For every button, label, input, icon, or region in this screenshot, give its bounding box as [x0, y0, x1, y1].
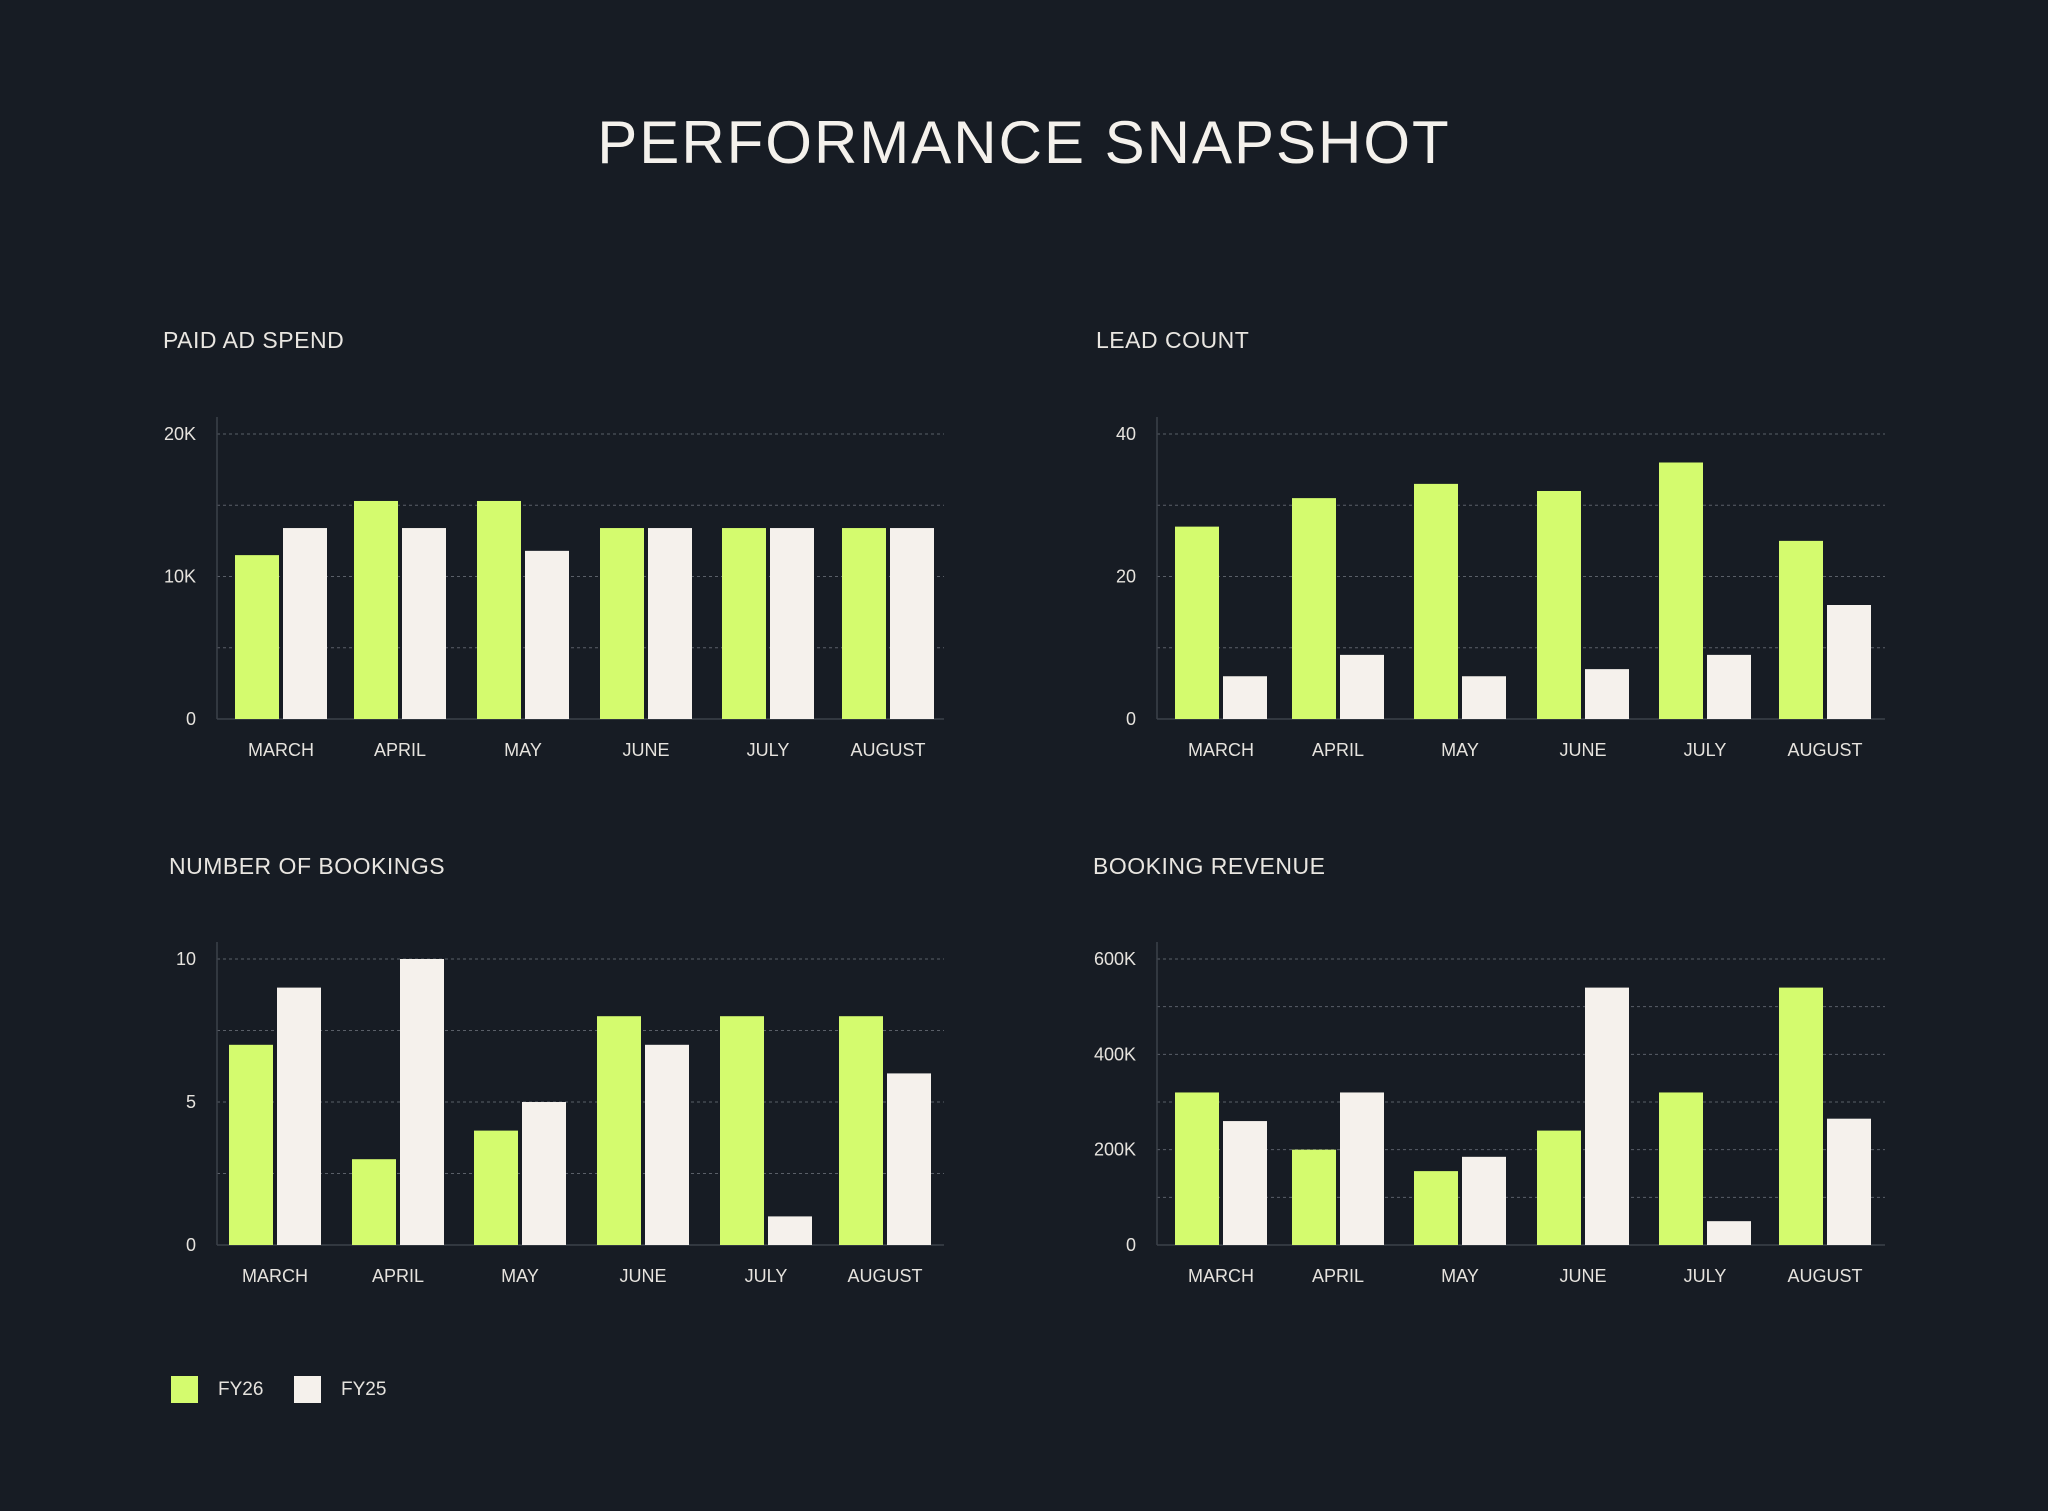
bar-fy25-may	[522, 1102, 566, 1245]
x-tick-label: APRIL	[374, 740, 426, 760]
chart-title-number-of-bookings: NUMBER OF BOOKINGS	[169, 853, 446, 879]
bar-fy26-june	[600, 528, 644, 719]
x-tick-label: MAY	[1441, 1266, 1479, 1286]
bar-fy25-may	[525, 550, 569, 719]
x-tick-label: JULY	[1684, 1266, 1727, 1286]
y-tick-label: 600K	[1094, 949, 1136, 969]
x-tick-label: AUGUST	[1787, 740, 1862, 760]
bar-fy25-march	[1223, 676, 1267, 719]
bar-fy26-july	[720, 1016, 764, 1245]
bar-fy26-july	[1659, 462, 1703, 719]
y-tick-label: 0	[1126, 709, 1136, 729]
bar-fy26-august	[842, 528, 886, 719]
chart-title-lead-count: LEAD COUNT	[1096, 327, 1250, 353]
y-tick-label: 10K	[164, 567, 196, 587]
bar-fy26-march	[235, 555, 279, 719]
y-tick-label: 10	[176, 949, 196, 969]
bar-fy25-august	[1827, 1118, 1871, 1245]
x-tick-label: JULY	[747, 740, 790, 760]
bar-fy26-may	[1414, 483, 1458, 719]
bar-fy26-august	[1779, 987, 1823, 1245]
bar-fy25-may	[1462, 676, 1506, 719]
y-tick-label: 400K	[1094, 1044, 1136, 1064]
bar-fy26-may	[474, 1130, 518, 1245]
bar-fy26-april	[354, 500, 398, 719]
bar-fy26-may	[1414, 1171, 1458, 1245]
page-title: PERFORMANCE SNAPSHOT	[597, 109, 1451, 176]
bar-fy26-april	[1292, 1149, 1336, 1245]
bar-fy26-april	[352, 1159, 396, 1245]
x-tick-label: MAY	[501, 1266, 539, 1286]
bar-fy25-april	[402, 528, 446, 719]
x-tick-label: JUNE	[619, 1266, 666, 1286]
legend-label-fy26: FY26	[218, 1379, 264, 1400]
x-tick-label: MARCH	[242, 1266, 308, 1286]
y-tick-label: 0	[186, 1235, 196, 1255]
x-tick-label: MARCH	[248, 740, 314, 760]
bar-fy25-march	[277, 987, 321, 1245]
chart-title-booking-revenue: BOOKING REVENUE	[1093, 853, 1326, 879]
bar-fy25-august	[1827, 605, 1871, 719]
bar-fy25-july	[768, 1216, 812, 1245]
x-tick-label: AUGUST	[847, 1266, 922, 1286]
bar-fy25-august	[887, 1073, 931, 1245]
bar-fy25-march	[1223, 1121, 1267, 1245]
x-tick-label: JUNE	[622, 740, 669, 760]
x-tick-label: MARCH	[1188, 740, 1254, 760]
y-tick-label: 200K	[1094, 1140, 1136, 1160]
bar-fy26-april	[1292, 498, 1336, 719]
legend-label-fy25: FY25	[341, 1379, 387, 1400]
x-tick-label: APRIL	[372, 1266, 424, 1286]
bar-fy26-march	[1175, 1092, 1219, 1245]
x-tick-label: MAY	[1441, 740, 1479, 760]
bar-fy26-june	[1537, 1130, 1581, 1245]
bar-fy25-july	[770, 528, 814, 719]
x-tick-label: JULY	[1684, 740, 1727, 760]
bar-fy25-july	[1707, 1221, 1751, 1245]
chart-title-paid-ad-spend: PAID AD SPEND	[163, 327, 345, 353]
bar-fy25-august	[890, 528, 934, 719]
bar-fy26-july	[722, 528, 766, 719]
x-tick-label: JUNE	[1559, 1266, 1606, 1286]
y-tick-label: 20K	[164, 424, 196, 444]
bar-fy26-march	[1175, 526, 1219, 719]
x-tick-label: JULY	[745, 1266, 788, 1286]
y-tick-label: 40	[1116, 424, 1136, 444]
legend-swatch-fy26	[171, 1376, 198, 1403]
bar-fy25-april	[1340, 1092, 1384, 1245]
bar-fy25-june	[1585, 987, 1629, 1245]
y-tick-label: 20	[1116, 567, 1136, 587]
legend-swatch-fy25	[294, 1376, 321, 1403]
bar-fy26-march	[229, 1044, 273, 1245]
bar-fy26-june	[1537, 491, 1581, 719]
bar-fy26-august	[839, 1016, 883, 1245]
x-tick-label: JUNE	[1559, 740, 1606, 760]
bar-fy25-may	[1462, 1156, 1506, 1245]
y-tick-label: 5	[186, 1092, 196, 1112]
bar-fy25-march	[283, 528, 327, 719]
bar-fy26-july	[1659, 1092, 1703, 1245]
bar-fy25-june	[648, 528, 692, 719]
bar-fy25-july	[1707, 654, 1751, 719]
y-tick-label: 0	[1126, 1235, 1136, 1255]
x-tick-label: MAY	[504, 740, 542, 760]
bar-fy25-june	[645, 1044, 689, 1245]
x-tick-label: APRIL	[1312, 1266, 1364, 1286]
bar-fy25-april	[1340, 654, 1384, 719]
x-tick-label: MARCH	[1188, 1266, 1254, 1286]
bar-fy25-april	[400, 959, 444, 1245]
bar-fy26-may	[477, 500, 521, 719]
bar-fy26-august	[1779, 540, 1823, 719]
bar-fy25-june	[1585, 669, 1629, 719]
x-tick-label: APRIL	[1312, 740, 1364, 760]
y-tick-label: 0	[186, 709, 196, 729]
x-tick-label: AUGUST	[850, 740, 925, 760]
bar-fy26-june	[597, 1016, 641, 1245]
x-tick-label: AUGUST	[1787, 1266, 1862, 1286]
